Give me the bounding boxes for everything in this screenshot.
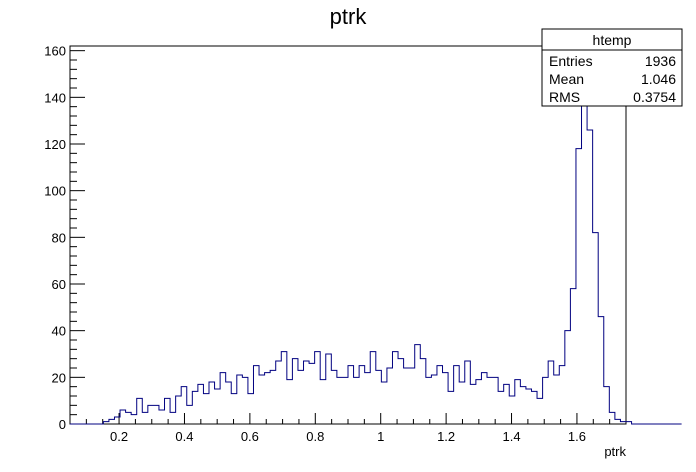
x-tick-label: 0.4 xyxy=(175,429,193,444)
x-tick-label: 1.6 xyxy=(568,429,586,444)
stats-box-frame xyxy=(541,28,683,107)
histogram-line xyxy=(70,64,682,425)
y-tick-label: 120 xyxy=(44,137,66,152)
stats-entries-label: Entries xyxy=(549,53,593,69)
x-tick-label: 1 xyxy=(377,429,384,444)
y-tick-label: 20 xyxy=(52,370,66,385)
x-tick-label: 0.8 xyxy=(306,429,324,444)
stats-box: htemp Entries 1936 Mean 1.046 RMS 0.3754 xyxy=(541,28,683,107)
x-tick-label: 0.2 xyxy=(110,429,128,444)
y-tick-label: 80 xyxy=(52,230,66,245)
y-tick-label: 0 xyxy=(59,417,66,432)
x-axis-label: ptrk xyxy=(604,444,626,459)
x-tick-label: 1.2 xyxy=(437,429,455,444)
stats-rms-label: RMS xyxy=(549,89,580,105)
y-tick-label: 100 xyxy=(44,184,66,199)
stats-mean-label: Mean xyxy=(549,71,584,87)
x-tick-label: 1.4 xyxy=(502,429,520,444)
x-tick-label: 0.6 xyxy=(241,429,259,444)
y-tick-label: 60 xyxy=(52,277,66,292)
stats-box-title: htemp xyxy=(593,32,632,48)
stats-rms-value: 0.3754 xyxy=(633,89,676,105)
y-tick-label: 140 xyxy=(44,90,66,105)
chart-title: ptrk xyxy=(330,4,368,29)
stats-entries-value: 1936 xyxy=(645,53,676,69)
axes: 0.2 0.4 0.6 0.8 1 1.2 1.4 1.6 0 20 40 60 80 100 120 140… xyxy=(44,44,627,444)
stats-mean-value: 1.046 xyxy=(641,71,676,87)
y-tick-label: 160 xyxy=(44,44,66,59)
y-tick-label: 40 xyxy=(52,324,66,339)
